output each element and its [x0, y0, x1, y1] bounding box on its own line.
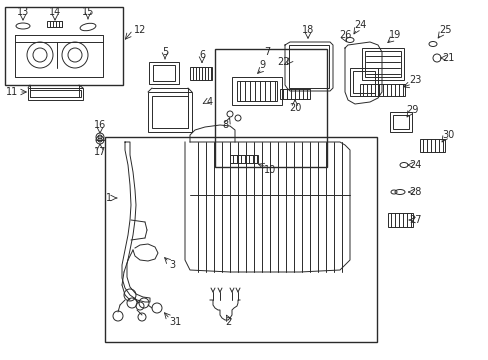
- Text: 2: 2: [224, 317, 231, 327]
- Text: 20: 20: [288, 103, 301, 113]
- Bar: [215, 49, 326, 167]
- Text: 27: 27: [408, 215, 420, 225]
- Text: 31: 31: [168, 317, 181, 327]
- Text: 18: 18: [301, 25, 313, 35]
- Bar: [148, 92, 192, 132]
- Bar: [361, 48, 403, 80]
- Text: 21: 21: [441, 53, 453, 63]
- Bar: [288, 45, 328, 88]
- Text: 7: 7: [264, 47, 269, 57]
- Text: 25: 25: [438, 25, 450, 35]
- Bar: [392, 115, 408, 129]
- Text: 4: 4: [206, 97, 213, 107]
- Text: 14: 14: [49, 7, 61, 17]
- Bar: [352, 71, 374, 93]
- Text: 23: 23: [408, 75, 420, 85]
- Bar: [237, 81, 276, 101]
- Text: 24: 24: [408, 160, 420, 170]
- Text: 1: 1: [106, 193, 112, 203]
- Text: 28: 28: [408, 187, 420, 197]
- Bar: [190, 67, 212, 80]
- Bar: [419, 139, 444, 152]
- Bar: [229, 155, 258, 163]
- Bar: [28, 88, 83, 100]
- Text: 24: 24: [353, 20, 366, 30]
- Bar: [231, 77, 282, 105]
- Text: 11: 11: [6, 87, 18, 97]
- Text: 26: 26: [338, 30, 350, 40]
- Text: 6: 6: [199, 50, 204, 60]
- Bar: [5, 7, 123, 85]
- Text: 15: 15: [81, 7, 94, 17]
- Text: 22: 22: [277, 57, 290, 67]
- Bar: [387, 213, 412, 227]
- Bar: [280, 89, 309, 99]
- Bar: [153, 65, 175, 81]
- Text: 12: 12: [134, 25, 146, 35]
- Bar: [389, 112, 411, 132]
- Bar: [30, 90, 81, 97]
- Text: 19: 19: [388, 30, 400, 40]
- Bar: [149, 62, 179, 84]
- Text: 29: 29: [405, 105, 417, 115]
- Bar: [105, 137, 376, 342]
- Text: 30: 30: [441, 130, 453, 140]
- Text: 5: 5: [162, 47, 168, 57]
- Text: 10: 10: [264, 165, 276, 175]
- Bar: [47, 21, 62, 27]
- Text: 8: 8: [222, 120, 227, 130]
- Text: 13: 13: [17, 7, 29, 17]
- Text: 3: 3: [168, 260, 175, 270]
- Bar: [359, 84, 404, 96]
- Bar: [349, 68, 377, 96]
- Text: 17: 17: [94, 147, 106, 157]
- Text: 9: 9: [259, 60, 264, 70]
- Bar: [152, 96, 187, 128]
- Bar: [364, 51, 400, 77]
- Text: 16: 16: [94, 120, 106, 130]
